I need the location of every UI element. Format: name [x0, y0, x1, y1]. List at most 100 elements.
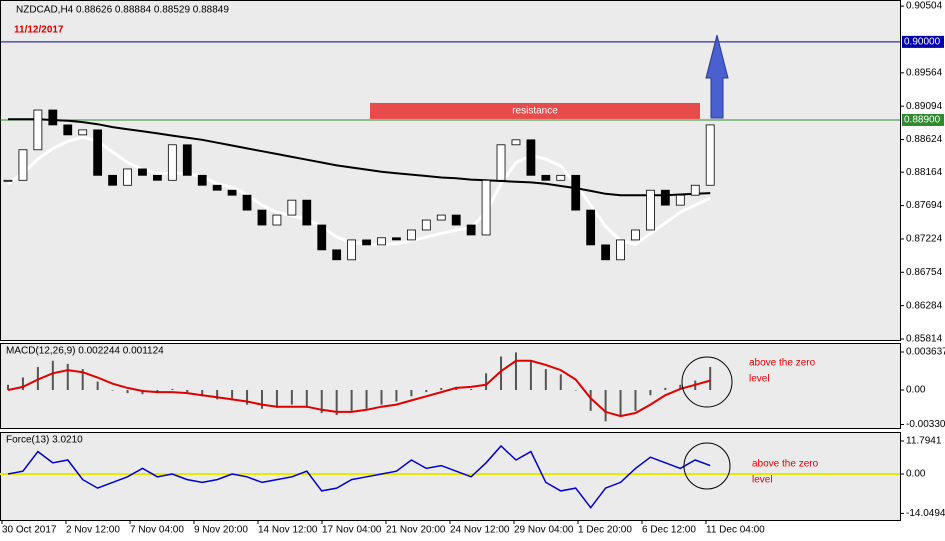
y-tick-label: 0.00 — [906, 469, 926, 480]
candle — [481, 179, 491, 236]
macd-bar — [634, 389, 637, 411]
candle — [466, 224, 476, 236]
date-label: 11/12/2017 — [14, 25, 64, 36]
candle — [242, 194, 252, 211]
candle — [347, 239, 357, 261]
x-tick-label: 14 Nov 12:00 — [258, 525, 318, 536]
candle — [421, 219, 431, 231]
candle — [646, 189, 655, 231]
candle — [377, 237, 386, 246]
y-tick-label: 0.85814 — [906, 334, 943, 345]
x-tick-label: 11 Dec 04:00 — [706, 525, 765, 536]
macd-bar — [709, 367, 712, 390]
candle — [197, 174, 207, 186]
x-tick-label: 17 Nov 04:00 — [322, 525, 382, 536]
y-tick-label: 11.7941 — [906, 436, 942, 447]
macd-bar — [320, 389, 323, 413]
candle — [63, 124, 73, 136]
macd-bar — [425, 389, 428, 393]
macd-bar — [380, 389, 383, 405]
macd-bar — [21, 377, 24, 390]
candle — [227, 189, 237, 196]
macd-bar — [231, 389, 234, 401]
candle — [302, 199, 312, 226]
candle — [3, 179, 13, 182]
macd-bar — [574, 389, 577, 391]
y-tick-label: -0.003305 — [906, 419, 945, 430]
macd-bar — [51, 360, 54, 390]
level-label: 0.90000 — [904, 37, 941, 48]
macd-bar — [664, 387, 667, 390]
candle — [272, 214, 282, 226]
macd-bar — [529, 360, 532, 390]
candle — [601, 244, 610, 261]
candle — [616, 239, 625, 261]
candle — [511, 139, 521, 146]
macd-bar — [619, 389, 622, 418]
candle — [660, 189, 670, 206]
candle — [526, 139, 536, 176]
y-tick-label: 0.88624 — [906, 134, 943, 145]
macd-bar — [171, 388, 174, 390]
candle — [152, 174, 162, 181]
macd-bar — [96, 381, 99, 390]
panel-frame — [0, 343, 901, 429]
candle — [541, 174, 551, 181]
macd-bar — [410, 389, 413, 397]
candle — [362, 239, 371, 246]
macd-bar — [544, 369, 547, 390]
y-tick-label: 0.88164 — [906, 167, 943, 178]
x-tick-label: 21 Nov 20:00 — [386, 525, 446, 536]
macd-bar — [589, 389, 592, 411]
candle — [167, 144, 177, 181]
annotation: level — [752, 475, 773, 486]
panel-frame — [0, 432, 901, 521]
candle — [556, 174, 566, 181]
macd-bar — [485, 373, 488, 390]
panel-frame — [0, 0, 901, 341]
candle — [451, 214, 461, 226]
ma-fast — [7, 135, 711, 247]
candle — [108, 174, 117, 186]
macd-bar — [514, 352, 517, 390]
candle — [705, 124, 715, 186]
y-tick-label: 0.86284 — [906, 300, 943, 311]
resistance-box — [370, 102, 700, 119]
macd-bar — [275, 389, 278, 408]
candle — [212, 184, 222, 191]
candle — [123, 168, 132, 186]
candle — [392, 237, 401, 241]
y-tick-label: -14.0494 — [906, 508, 945, 519]
macd-bar — [335, 389, 338, 416]
force-line — [7, 444, 711, 509]
level-label-box — [902, 35, 944, 48]
macd-bar — [246, 389, 249, 405]
annotation: level — [749, 374, 770, 385]
y-tick-label: 0.87694 — [906, 200, 943, 211]
symbol-header: NZDCAD,H4 0.88626 0.88884 0.88529 0.8884… — [16, 5, 229, 16]
macd-bar — [186, 389, 189, 393]
resistance-label: resistance — [512, 106, 558, 117]
panel-title: MACD(12,26,9) 0.002244 0.001124 — [6, 346, 164, 357]
candle — [332, 249, 342, 261]
y-tick-label: 0.90504 — [906, 1, 943, 12]
level-label: 0.88900 — [904, 115, 941, 126]
annotation: above the zero — [749, 358, 816, 369]
x-tick-label: 30 Oct 2017 — [2, 525, 57, 536]
candle — [631, 229, 640, 241]
macd-bar — [395, 389, 398, 402]
macd-bar — [604, 389, 607, 422]
macd-bar — [111, 389, 114, 391]
candle — [317, 224, 327, 251]
highlight-circle — [681, 356, 733, 408]
macd-bar — [290, 389, 293, 405]
y-tick-label: 0.89564 — [906, 67, 943, 78]
y-tick-label: 0.87224 — [906, 234, 943, 245]
x-tick-label: 24 Nov 12:00 — [450, 525, 510, 536]
macd-bar — [126, 389, 129, 394]
candle — [406, 229, 416, 241]
candle — [571, 174, 581, 211]
macd-bar — [470, 388, 473, 390]
